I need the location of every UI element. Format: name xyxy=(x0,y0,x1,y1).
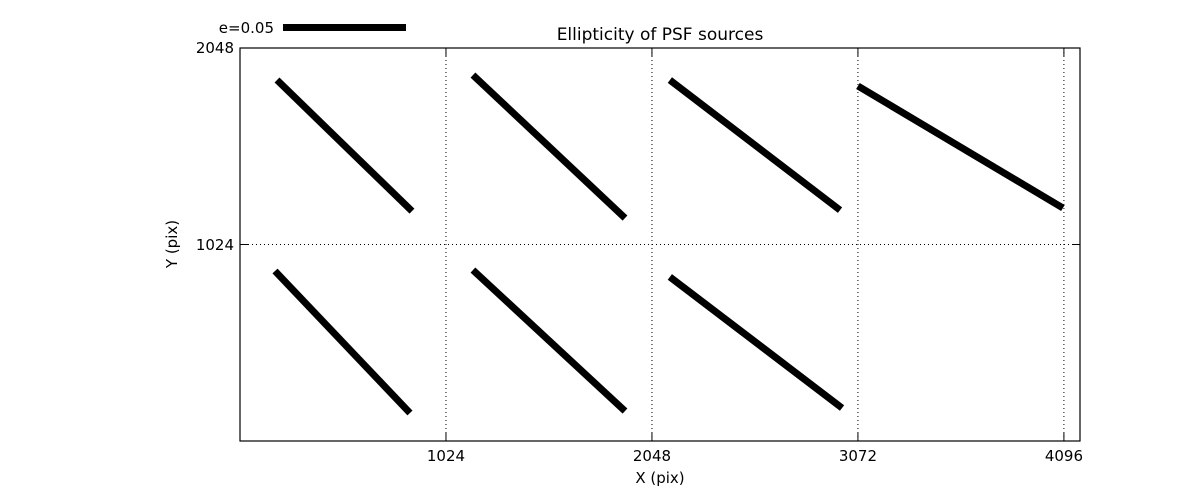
whisker-segment xyxy=(856,82,1065,212)
x-axis-label: X (pix) xyxy=(635,469,685,487)
x-tick-label: 4096 xyxy=(1044,447,1083,465)
whisker-segment xyxy=(470,72,628,221)
y-tick-label: 2048 xyxy=(195,39,234,57)
whisker-segment xyxy=(470,267,628,414)
axes-frame xyxy=(239,47,1081,442)
whisker-segment xyxy=(667,274,845,411)
x-tick-label: 2048 xyxy=(632,447,672,465)
whisker-segment xyxy=(667,77,843,213)
chart-title: Ellipticity of PSF sources xyxy=(556,25,764,45)
whisker-segment xyxy=(272,268,413,416)
y-tick-label: 1024 xyxy=(195,235,234,254)
x-tick-label: 1024 xyxy=(426,447,466,465)
whisker-segment xyxy=(274,77,415,214)
x-tick-label: 3072 xyxy=(838,447,878,465)
legend-scale-label: e=0.05 xyxy=(218,19,274,37)
legend-scale-bar xyxy=(283,24,406,31)
